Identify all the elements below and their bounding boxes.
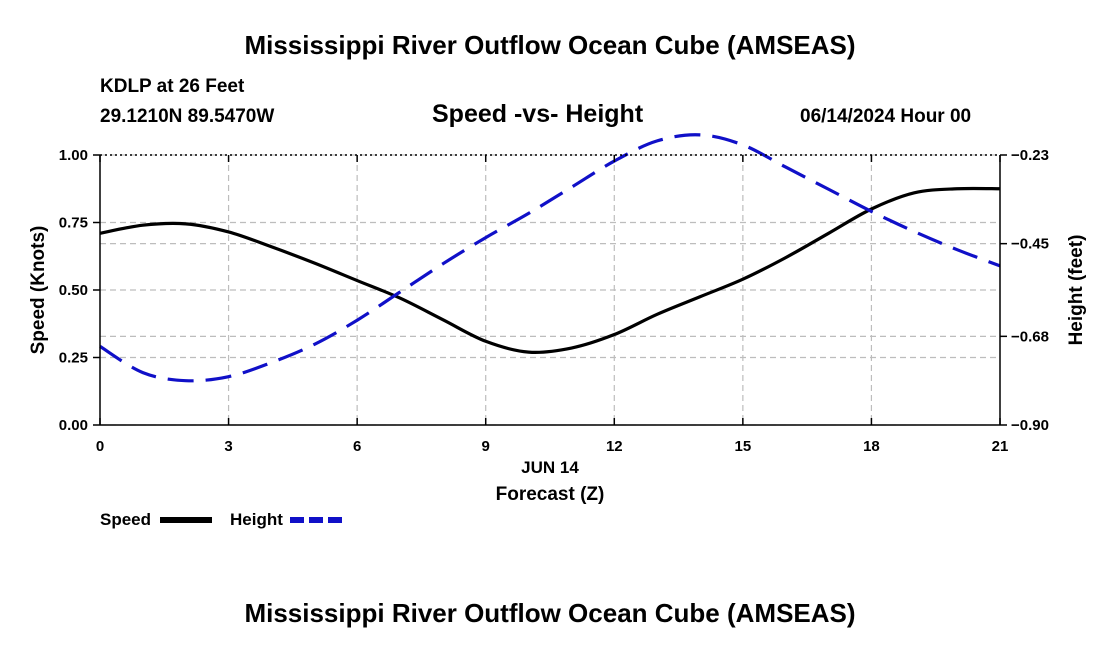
y-left-tick-label: 1.00 bbox=[59, 147, 88, 164]
x-axis-date-label: JUN 14 bbox=[521, 458, 579, 477]
y-right-tick-label: −0.68 bbox=[1011, 328, 1049, 345]
chart-title: Mississippi River Outflow Ocean Cube (AM… bbox=[244, 30, 856, 60]
x-tick-label: 18 bbox=[863, 438, 880, 455]
coordinates-label: 29.1210N 89.5470W bbox=[100, 106, 275, 127]
x-tick-label: 0 bbox=[96, 438, 104, 455]
y-right-tick-label: −0.23 bbox=[1011, 147, 1049, 164]
x-tick-label: 3 bbox=[224, 438, 232, 455]
series-layer bbox=[99, 133, 1001, 383]
x-tick-label: 12 bbox=[606, 438, 623, 455]
grid-layer bbox=[100, 154, 1000, 426]
series-line-height bbox=[99, 133, 1001, 383]
labels-layer: 0 3 6 9 12 15 18 21 0.00 0.25 0.50 0.75 1.00 −0.90 −0.… bbox=[28, 147, 1087, 505]
x-axis-label: Forecast (Z) bbox=[496, 484, 605, 505]
y-left-tick-label: 0.25 bbox=[59, 350, 88, 367]
y-left-tick-label: 0.50 bbox=[59, 282, 88, 299]
series-line-speed bbox=[99, 186, 1001, 354]
y-axis-right-label: Height (feet) bbox=[1066, 235, 1087, 346]
legend-layer: Speed Height bbox=[100, 510, 342, 529]
x-tick-label: 6 bbox=[353, 438, 361, 455]
y-axis-left-label: Speed (Knots) bbox=[28, 226, 49, 355]
station-label: KDLP at 26 Feet bbox=[100, 76, 245, 97]
y-right-tick-label: −0.45 bbox=[1011, 236, 1049, 253]
legend-label-height: Height bbox=[230, 510, 283, 529]
y-right-tick-label: −0.90 bbox=[1011, 417, 1049, 434]
date-hour-label: 06/14/2024 Hour 00 bbox=[800, 106, 972, 127]
chart-subtitle: Speed -vs- Height bbox=[432, 100, 644, 128]
y-left-tick-label: 0.00 bbox=[59, 417, 88, 434]
footer-title: Mississippi River Outflow Ocean Cube (AM… bbox=[244, 598, 856, 628]
y-left-tick-label: 0.75 bbox=[59, 215, 88, 232]
legend-label-speed: Speed bbox=[100, 510, 151, 529]
axes-layer bbox=[93, 154, 1007, 426]
x-tick-label: 9 bbox=[482, 438, 490, 455]
x-tick-label: 15 bbox=[735, 438, 752, 455]
x-tick-label: 21 bbox=[992, 438, 1009, 455]
